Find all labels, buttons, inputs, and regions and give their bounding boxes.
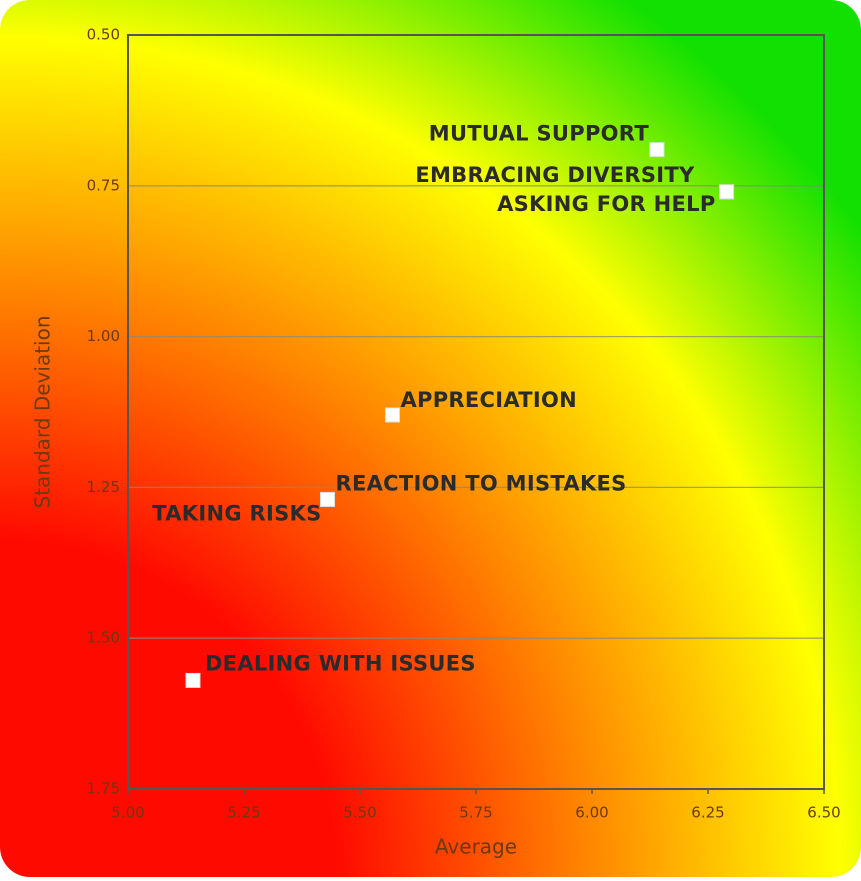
y-axis-title: Standard Deviation xyxy=(31,315,55,508)
x-tick-label: 5.00 xyxy=(111,804,144,822)
x-tick-label: 6.00 xyxy=(575,804,608,822)
point-label: REACTION TO MISTAKES xyxy=(336,471,627,495)
point xyxy=(719,184,735,200)
point xyxy=(384,407,400,423)
y-tick-label: 1.25 xyxy=(87,478,120,496)
plot-frame xyxy=(127,34,825,790)
y-tick-label: 1.00 xyxy=(87,327,120,345)
point-label: EMBRACING DIVERSITY xyxy=(415,163,695,187)
point xyxy=(185,672,201,688)
y-tick-label: 1.50 xyxy=(87,629,120,647)
x-tick-label: 6.50 xyxy=(807,804,840,822)
x-axis-title: Average xyxy=(435,835,517,859)
x-tick-label: 5.75 xyxy=(459,804,492,822)
x-tick-label: 5.25 xyxy=(227,804,260,822)
point xyxy=(649,142,665,158)
y-tick-label: 0.75 xyxy=(87,176,120,194)
point-label: ASKING FOR HELP xyxy=(497,192,715,216)
point-label: MUTUAL SUPPORT xyxy=(429,122,650,146)
x-tick-label: 6.25 xyxy=(691,804,724,822)
x-tick-label: 5.50 xyxy=(343,804,376,822)
point-label: APPRECIATION xyxy=(400,388,577,412)
point-label: TAKING RISKS xyxy=(152,501,321,525)
y-tick-label: 1.75 xyxy=(87,780,120,798)
point xyxy=(320,491,336,507)
point-label: DEALING WITH ISSUES xyxy=(205,651,476,675)
y-tick-label: 0.50 xyxy=(87,26,120,44)
